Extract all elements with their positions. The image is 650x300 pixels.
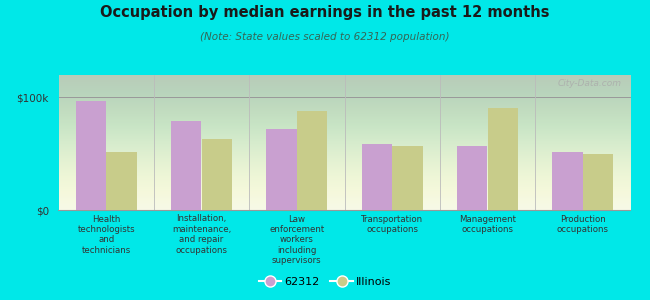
Bar [75,101,106,210]
Bar [202,139,232,210]
Text: (Note: State values scaled to 62312 population): (Note: State values scaled to 62312 popu… [200,32,450,41]
Text: Law
enforcement
workers
including
supervisors: Law enforcement workers including superv… [269,214,324,265]
Text: Installation,
maintenance,
and repair
occupations: Installation, maintenance, and repair oc… [172,214,231,255]
Bar [552,152,583,210]
Bar [392,146,422,210]
Text: Management
occupations: Management occupations [459,214,516,234]
Bar [297,111,328,210]
Legend: 62312, Illinois: 62312, Illinois [254,273,396,291]
Bar [457,146,488,210]
Bar [583,154,614,210]
Bar [171,121,202,210]
Bar [361,144,392,210]
Bar [106,152,136,210]
Text: Production
occupations: Production occupations [557,214,609,234]
Text: Transportation
occupations: Transportation occupations [361,214,423,234]
Text: Health
technologists
and
technicians: Health technologists and technicians [77,214,135,255]
Bar [488,108,518,210]
Text: City-Data.com: City-Data.com [558,79,622,88]
Text: Occupation by median earnings in the past 12 months: Occupation by median earnings in the pas… [100,4,550,20]
Bar [266,129,297,210]
